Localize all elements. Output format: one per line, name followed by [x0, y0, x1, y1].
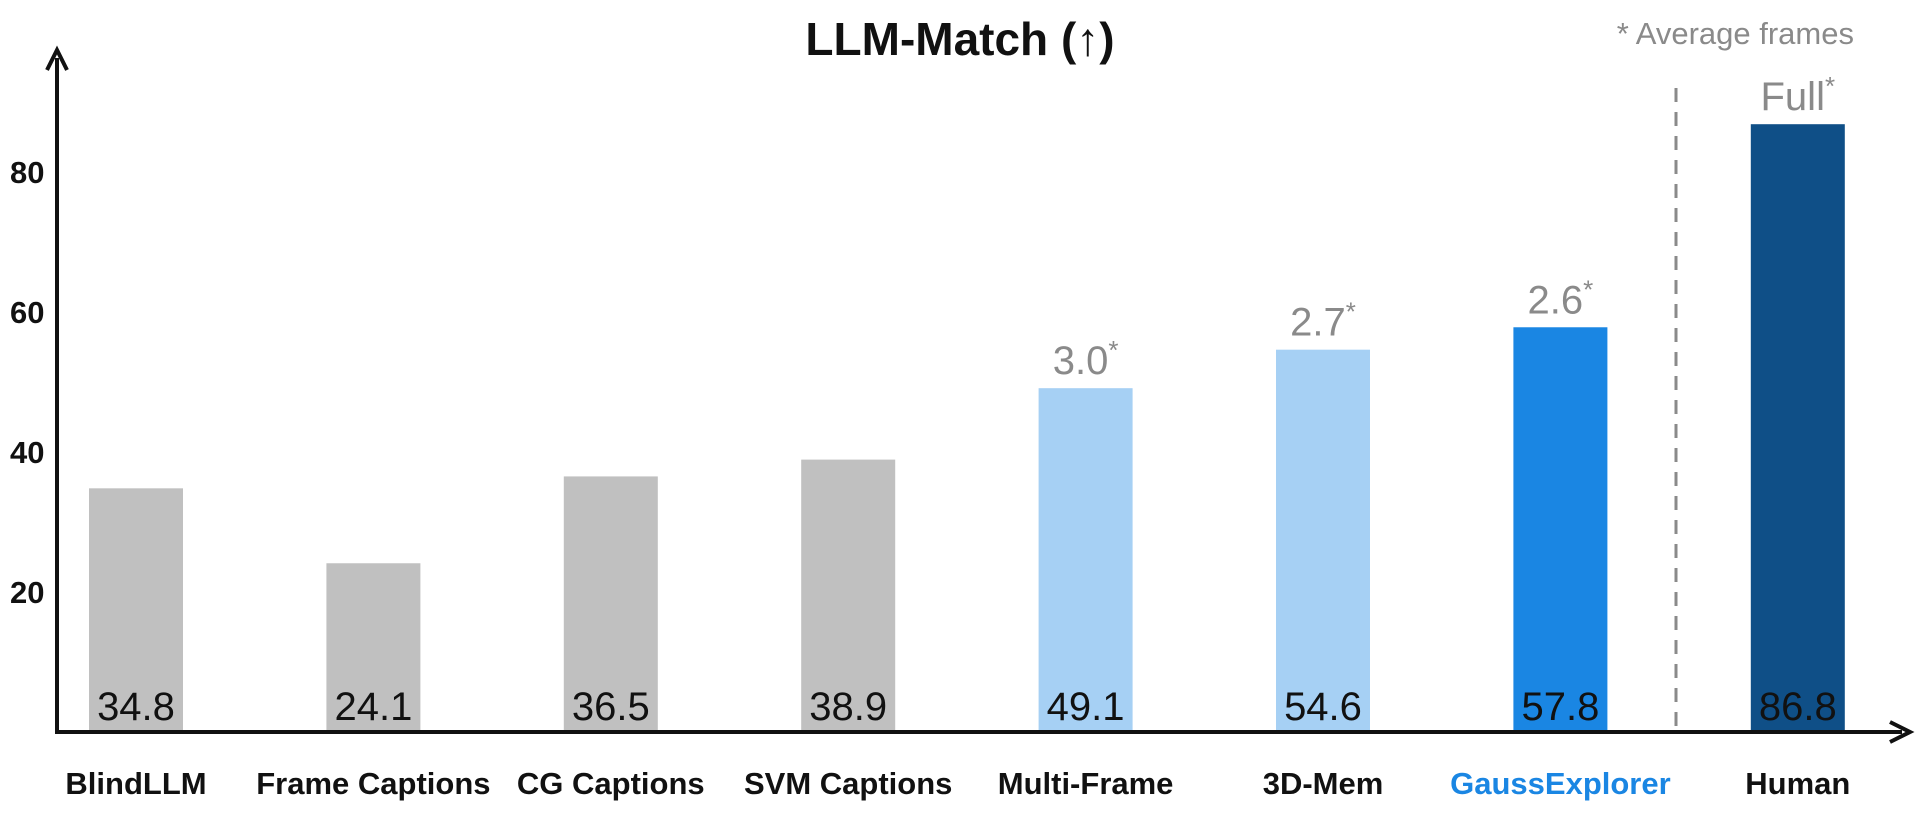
- y-tick-label: 20: [10, 575, 44, 610]
- bar-value-label: 86.8: [1759, 685, 1837, 729]
- x-tick-label: Human: [1745, 766, 1850, 801]
- x-tick-label: BlindLLM: [65, 766, 206, 801]
- frames-label: 2.6*: [1528, 274, 1594, 322]
- bar-blindllm: [89, 488, 183, 732]
- frames-label: 2.7*: [1290, 297, 1356, 345]
- frames-label: Full*: [1761, 71, 1836, 119]
- y-tick-label: 40: [10, 435, 44, 470]
- bar-3d-mem: [1276, 349, 1370, 732]
- x-tick-label: Frame Captions: [256, 766, 490, 801]
- bar-frame-captions: [326, 563, 421, 732]
- x-tick-label: CG Captions: [517, 766, 705, 801]
- y-axis-arrow-icon: [45, 45, 69, 71]
- x-tick-label: Multi-Frame: [998, 766, 1174, 801]
- chart-title: LLM-Match (↑): [805, 13, 1114, 65]
- average-frames-note: * Average frames: [1617, 16, 1854, 51]
- bar-value-label: 24.1: [334, 685, 412, 729]
- bar-human: [1750, 124, 1845, 733]
- x-tick-label: GaussExplorer: [1450, 766, 1671, 801]
- bar-gaussexplorer: [1513, 327, 1608, 732]
- x-tick-label: SVM Captions: [744, 766, 952, 801]
- y-tick-label: 80: [10, 155, 44, 190]
- bar-multi-frame: [1038, 388, 1133, 732]
- bar-value-label: 34.8: [97, 685, 175, 729]
- x-axis-arrow-icon: [1889, 720, 1915, 744]
- x-tick-labels: BlindLLM Frame Captions CG Captions SVM Cap…: [65, 766, 1850, 801]
- bar-value-label: 57.8: [1521, 685, 1599, 729]
- labels-layer: 34.8 24.1 36.5 38.9 49.1 3.0* 54.6 2.7* 57.8 2.6*…: [97, 71, 1837, 729]
- bar-value-label: 49.1: [1047, 685, 1125, 729]
- bar-value-label: 38.9: [809, 685, 887, 729]
- bar-value-label: 36.5: [572, 685, 650, 729]
- frames-label: 3.0*: [1053, 335, 1119, 383]
- bar-value-label: 54.6: [1284, 685, 1362, 729]
- x-tick-label: 3D-Mem: [1263, 766, 1384, 801]
- bar-svm-captions: [801, 459, 896, 732]
- bars-layer: [89, 124, 1845, 733]
- y-tick-label: 60: [10, 295, 44, 330]
- bar-cg-captions: [563, 476, 658, 732]
- y-tick-labels: 20 40 60 80: [10, 155, 44, 610]
